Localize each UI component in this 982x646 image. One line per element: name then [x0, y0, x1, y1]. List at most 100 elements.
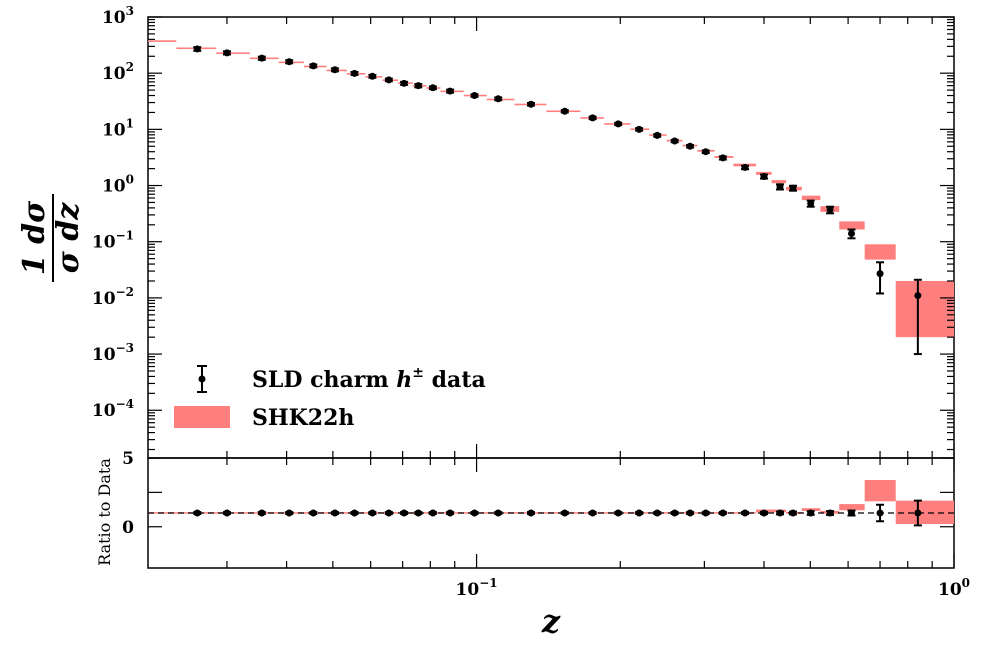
ratio-point	[257, 509, 266, 517]
ratio-point	[428, 509, 437, 517]
legend-theory-label: SHK22h	[252, 405, 354, 431]
theory-band	[801, 195, 821, 201]
data-point	[309, 62, 318, 70]
ratio-point	[400, 509, 409, 517]
x-ticks	[226, 17, 955, 568]
y-tick-label: 101	[102, 116, 134, 140]
legend-data-label: SLD charm h± data	[252, 365, 486, 393]
data-points	[193, 45, 922, 356]
data-point	[788, 184, 797, 192]
legend: SLD charm h± data SHK22h	[174, 365, 486, 431]
ratio-point	[614, 509, 623, 517]
ratio-point	[330, 509, 339, 517]
y-axis-title-numerator: 1 dσ	[17, 200, 52, 275]
y-tick-label: 102	[102, 60, 134, 84]
ratio-band	[756, 509, 787, 513]
legend-theory-swatch	[174, 406, 230, 428]
data-point	[560, 107, 569, 115]
data-point	[876, 261, 885, 295]
data-point	[330, 66, 339, 74]
y-tick-label: 10−1	[92, 229, 134, 253]
ratio-points	[193, 499, 922, 527]
data-point	[588, 114, 597, 122]
ratio-bands	[148, 480, 954, 524]
theory-band	[216, 52, 250, 54]
ratio-point	[368, 509, 377, 517]
data-point	[760, 172, 769, 180]
data-point	[826, 205, 835, 215]
data-point	[470, 92, 479, 100]
y-tick-label: 103	[102, 4, 134, 28]
x-tick-label: 10−1	[456, 576, 498, 600]
y-tick-label: 10−3	[92, 341, 134, 365]
data-point	[686, 142, 695, 150]
ratio-point	[635, 509, 644, 517]
data-point	[193, 45, 202, 53]
ratio-point	[701, 509, 710, 517]
data-point	[428, 84, 437, 92]
data-point	[670, 137, 679, 145]
data-point	[446, 87, 455, 95]
ratio-point	[718, 509, 727, 517]
ratio-point	[384, 509, 393, 517]
data-point	[494, 95, 503, 103]
ratio-point	[686, 509, 695, 517]
ratio-point	[876, 503, 885, 523]
theory-band	[148, 40, 177, 42]
ratio-point	[775, 509, 784, 517]
ratio-point	[741, 509, 750, 517]
data-point	[350, 69, 359, 77]
data-point	[806, 199, 815, 208]
x-tick-label: 100	[938, 576, 970, 600]
top-y-ticks	[148, 16, 954, 451]
x-axis-title: z	[541, 602, 561, 640]
ratio-point	[350, 509, 359, 517]
data-point	[635, 125, 644, 133]
data-point	[368, 72, 377, 80]
y-tick-label: 100	[102, 173, 134, 197]
ratio-point	[414, 509, 423, 517]
ratio-band	[864, 480, 896, 502]
ratio-point	[826, 509, 835, 517]
ratio-point	[913, 499, 922, 527]
ratio-y-tick-label: 0	[122, 518, 134, 538]
data-point	[653, 131, 662, 139]
ratio-point	[309, 509, 318, 517]
data-point	[222, 49, 231, 57]
y-axis-title: 1 dσ σ dz	[17, 194, 86, 282]
theory-band	[771, 180, 787, 184]
y-axis-title-denominator: σ dz	[51, 202, 86, 274]
ratio-point	[526, 509, 535, 517]
bottom-y-ticks	[148, 457, 954, 528]
ratio-point	[653, 509, 662, 517]
ratio-band	[839, 504, 865, 511]
theory-band	[864, 244, 896, 260]
data-point	[913, 278, 922, 356]
data-point	[847, 228, 856, 240]
ratio-point	[588, 509, 597, 517]
legend-data-marker	[197, 365, 207, 393]
ratio-point	[760, 509, 769, 517]
ratio-point	[285, 509, 294, 517]
data-point	[400, 79, 409, 87]
data-point	[775, 183, 784, 191]
data-point	[384, 76, 393, 84]
theory-band	[895, 280, 954, 338]
ratio-point	[670, 509, 679, 517]
theory-bands	[148, 40, 954, 338]
theory-band	[839, 221, 865, 230]
ratio-axis-title: Ratio to Data	[95, 458, 114, 566]
ratio-point	[494, 509, 503, 517]
data-point	[414, 82, 423, 90]
ratio-point	[222, 509, 231, 517]
ratio-point	[560, 509, 569, 517]
data-point	[526, 100, 535, 108]
data-point	[285, 58, 294, 66]
y-tick-label: 10−2	[92, 285, 134, 309]
ratio-y-tick-label: 5	[122, 449, 134, 469]
ratio-point	[788, 509, 797, 517]
data-point	[257, 54, 266, 62]
ratio-point	[847, 509, 856, 517]
data-point	[741, 163, 750, 171]
